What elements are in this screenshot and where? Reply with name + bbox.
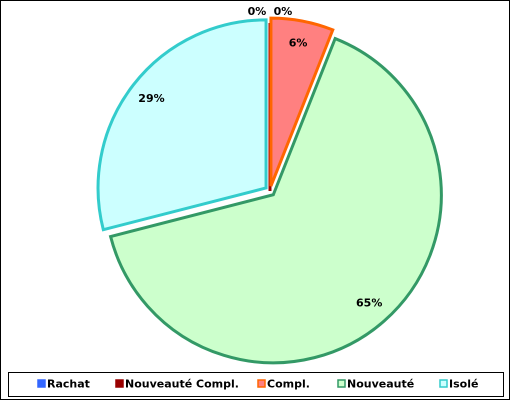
data-label: 29% [138,92,164,105]
legend-label: Nouveauté Compl. [125,378,239,391]
legend-label: Nouveauté [347,378,414,391]
legend-label: Isolé [449,378,478,391]
pie-slice [96,18,268,232]
data-label: 65% [356,297,382,310]
pie-slice [108,36,443,365]
legend-box [8,372,504,397]
legend-label: Compl. [267,378,310,391]
legend-swatch [337,379,346,388]
legend-swatch [439,379,448,388]
legend-label: Rachat [47,378,90,391]
legend-swatch [257,379,266,388]
legend-swatch [115,379,124,388]
data-label: 0% [248,5,267,18]
legend-swatch [37,379,46,388]
pie-slice [269,16,335,187]
data-label: 0% [274,5,293,18]
data-label: 6% [289,37,308,50]
